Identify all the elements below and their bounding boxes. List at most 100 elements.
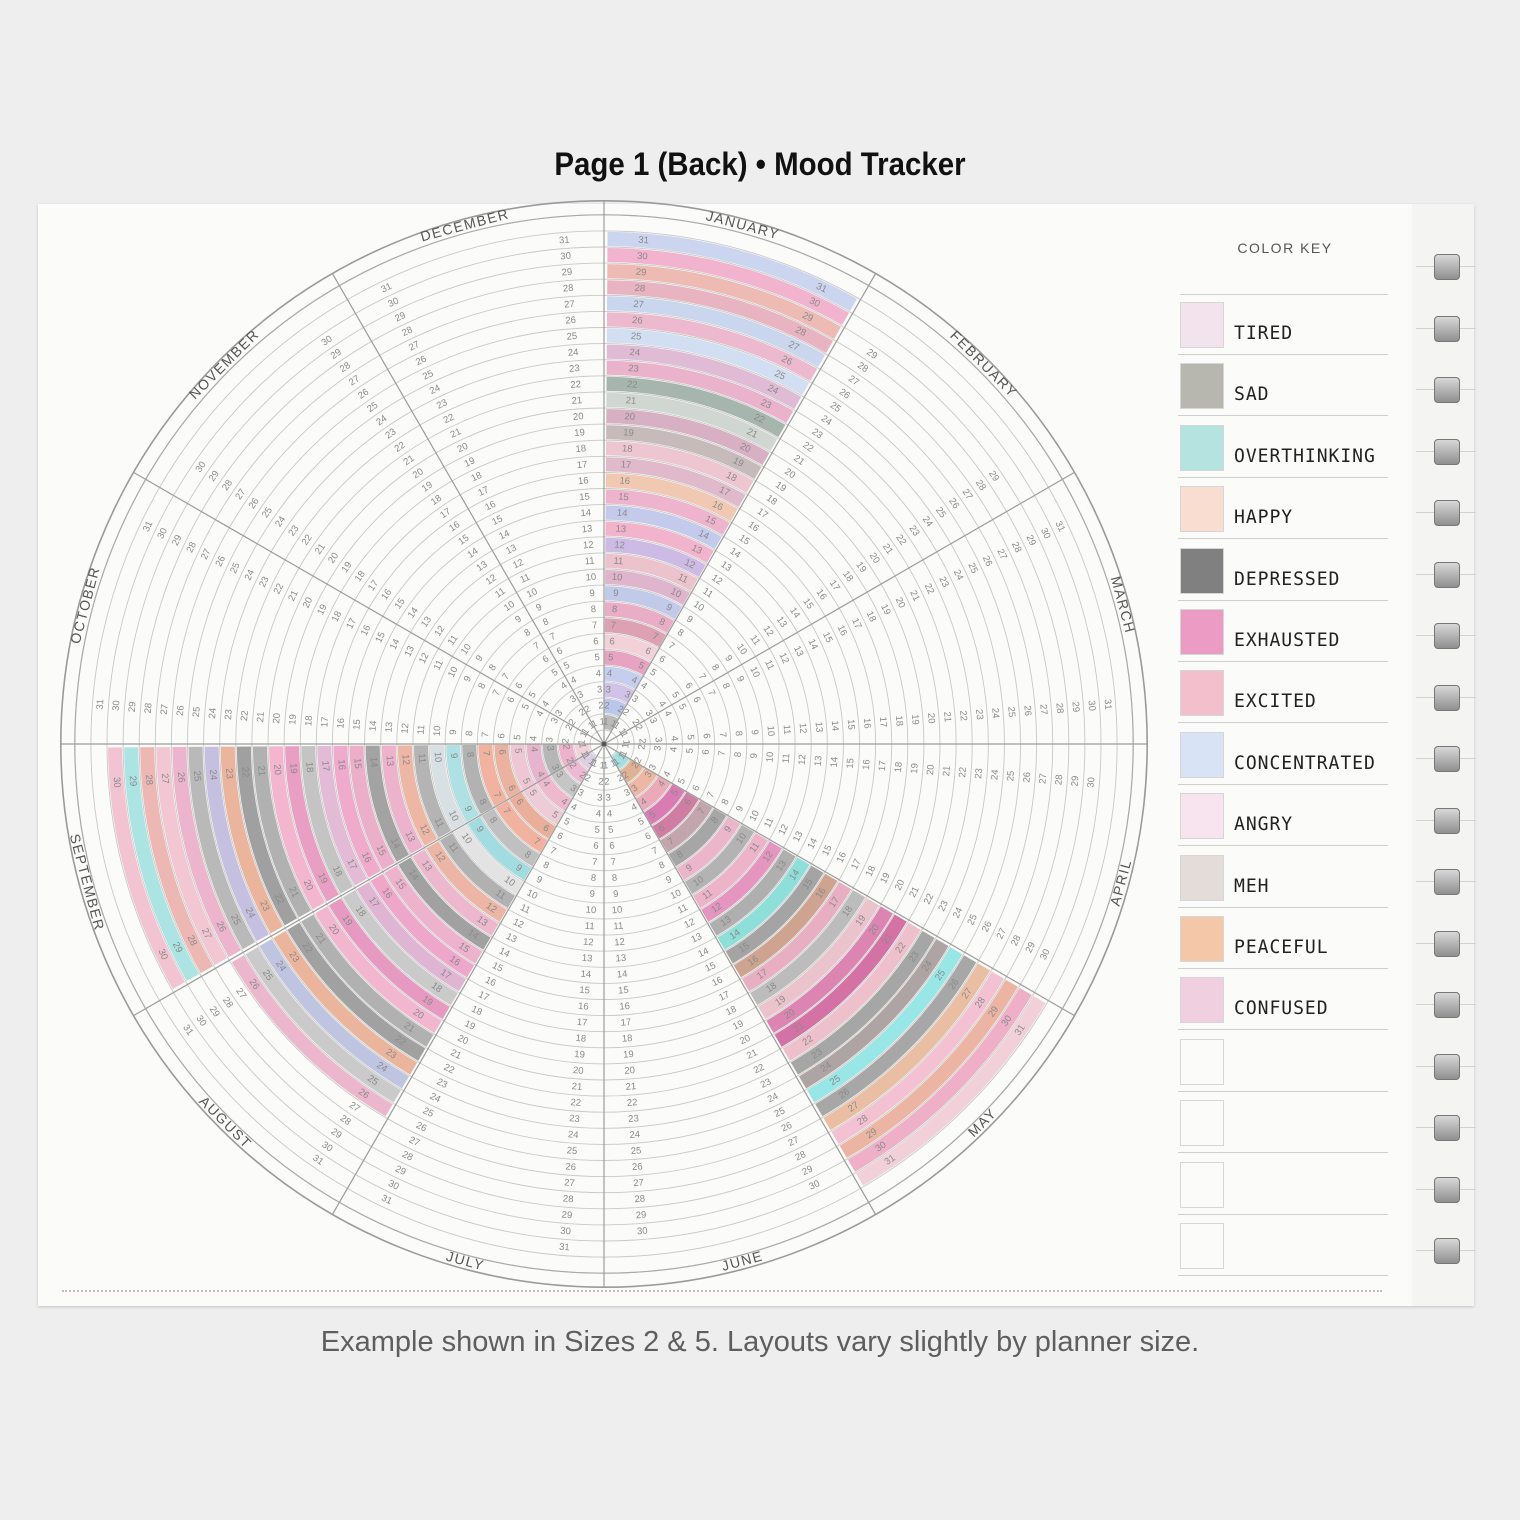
day-number: 18: [470, 1004, 484, 1018]
day-number: 17: [438, 967, 453, 982]
day-number: 26: [565, 1161, 576, 1173]
day-number: 11: [584, 921, 595, 933]
day-number: 5: [527, 788, 539, 799]
day-number: 30: [807, 295, 821, 309]
day-number: 8: [612, 873, 618, 884]
color-swatch[interactable]: [1180, 302, 1224, 348]
day-number: 18: [840, 904, 855, 919]
day-number: 18: [470, 470, 484, 484]
day-number: 13: [690, 542, 704, 556]
day-number: 27: [233, 487, 248, 502]
day-number: 16: [379, 587, 394, 602]
day-number: 23: [257, 899, 271, 913]
day-number: 13: [419, 858, 434, 873]
mood-fill-september-3: [542, 744, 563, 775]
day-number: 12: [614, 937, 625, 949]
day-number: 16: [861, 718, 873, 729]
mood-label: DEPRESSED: [1234, 567, 1341, 590]
color-swatch[interactable]: [1180, 1161, 1224, 1208]
day-number: 16: [814, 587, 829, 602]
day-number: 13: [581, 524, 592, 536]
mood-fill-may-11: [693, 833, 768, 908]
color-swatch[interactable]: [1180, 424, 1224, 471]
day-number: 5: [562, 816, 572, 828]
color-swatch[interactable]: [1180, 1100, 1224, 1147]
day-number: 2: [567, 717, 579, 728]
day-number: 27: [347, 1100, 362, 1115]
day-number: 7: [500, 806, 512, 817]
day-number: 10: [734, 642, 749, 657]
day-number: 29: [864, 1126, 879, 1141]
mood-fill-may-4: [636, 776, 671, 811]
day-number: 6: [682, 797, 694, 808]
spiral-ring-icon: [1434, 1176, 1460, 1203]
day-number: 26: [946, 496, 961, 511]
spiral-ring-icon: [1434, 869, 1460, 895]
day-number: 7: [548, 631, 558, 643]
mood-fill-may-30: [847, 987, 1032, 1172]
day-number: 30: [637, 1226, 648, 1238]
day-number: 11: [446, 633, 461, 647]
day-number: 3: [576, 787, 586, 799]
day-number: 26: [837, 1086, 852, 1101]
day-number: 4: [661, 709, 673, 719]
month-label-october: OCTOBER: [67, 564, 103, 645]
day-number: 17: [717, 989, 731, 1003]
day-number: 24: [374, 1060, 389, 1075]
day-number: 28: [1053, 702, 1065, 713]
day-number: 5: [594, 652, 600, 663]
mood-fill-august-13: [412, 849, 499, 936]
day-number: 17: [717, 484, 731, 498]
day-number: 30: [560, 251, 571, 263]
color-swatch[interactable]: [1180, 609, 1224, 655]
day-number: 8: [709, 662, 721, 673]
day-number: 13: [475, 914, 490, 929]
day-number: 21: [571, 1081, 582, 1093]
day-number: 26: [780, 354, 794, 368]
day-number: 4: [656, 699, 668, 710]
day-number: 15: [393, 596, 408, 611]
day-number: 25: [260, 968, 275, 983]
day-number: 25: [630, 331, 641, 343]
color-swatch[interactable]: [1180, 670, 1224, 717]
day-number: 10: [525, 586, 539, 600]
day-number: 15: [579, 985, 590, 997]
day-number: 11: [518, 572, 532, 586]
day-number: 5: [594, 825, 600, 836]
mood-fill-january-17: [605, 457, 746, 507]
color-swatch[interactable]: [1180, 547, 1224, 594]
mood-fill-september-21: [252, 746, 311, 918]
mood-fill-january-21: [606, 392, 778, 451]
color-swatch[interactable]: [1180, 854, 1224, 901]
color-swatch[interactable]: [1180, 793, 1224, 840]
mood-fill-january-14: [605, 505, 722, 549]
day-number: 27: [633, 1177, 644, 1189]
day-number: 9: [749, 729, 760, 735]
day-number: 23: [936, 575, 950, 589]
day-number: 30: [111, 700, 123, 711]
day-number: 3: [647, 763, 659, 773]
day-number: 11: [748, 633, 763, 647]
color-swatch[interactable]: [1180, 916, 1224, 962]
color-swatch[interactable]: [1180, 486, 1224, 533]
day-number: 7: [650, 845, 660, 857]
color-swatch[interactable]: [1180, 1038, 1224, 1085]
day-number: 10: [459, 642, 474, 657]
day-number: 18: [724, 1004, 738, 1018]
day-number: 25: [630, 1145, 641, 1157]
day-number: 5: [512, 748, 523, 754]
mood-fill-january-3: [604, 682, 635, 703]
day-number: 28: [1053, 774, 1065, 785]
color-swatch[interactable]: [1180, 731, 1224, 778]
day-number: 3: [629, 693, 640, 705]
color-swatch[interactable]: [1180, 977, 1224, 1024]
color-swatch[interactable]: [1180, 363, 1224, 410]
day-number: 25: [1005, 706, 1017, 717]
day-number: 1: [576, 743, 587, 749]
color-swatch[interactable]: [1180, 1223, 1224, 1269]
mood-fill-september-10: [430, 745, 465, 830]
day-number: 12: [511, 917, 525, 931]
mood-fill-january-4: [604, 666, 643, 689]
day-number: 7: [666, 836, 677, 848]
day-number: 20: [456, 1033, 470, 1047]
